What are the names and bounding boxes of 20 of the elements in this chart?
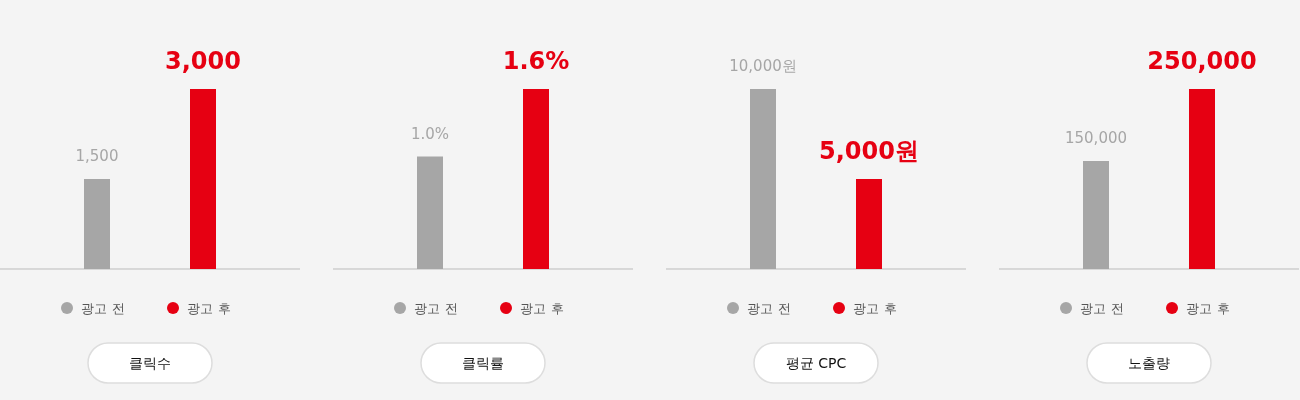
text: 평균 CPC <box>785 355 847 371</box>
data-label: 1.0% <box>410 124 450 143</box>
x-tick-label: 광고 전 <box>414 301 458 316</box>
x-tick-label: 광고 전 <box>81 301 125 316</box>
data-label: 5,000원 <box>819 137 919 165</box>
data-label: 10,000원 <box>729 57 797 75</box>
x-tick-label: 광고 전 <box>747 301 791 316</box>
x-tick-label: 광고 후 <box>520 301 564 316</box>
x-tick-label: 광고 후 <box>853 301 897 316</box>
data-label: 3,000 <box>165 47 241 75</box>
x-tick-label: 광고 전 <box>1080 301 1124 316</box>
text: 클릭률 <box>462 355 504 371</box>
text: 클릭수 <box>129 355 171 371</box>
data-label: 250,000 <box>1147 47 1257 75</box>
data-label: 1,500 <box>75 147 119 165</box>
x-tick-label: 광고 후 <box>1186 301 1230 316</box>
text: 노출량 <box>1128 355 1170 371</box>
data-label: 1.6% <box>502 47 570 75</box>
data-label: 150,000 <box>1064 129 1128 147</box>
x-tick-label: 광고 후 <box>187 301 231 316</box>
